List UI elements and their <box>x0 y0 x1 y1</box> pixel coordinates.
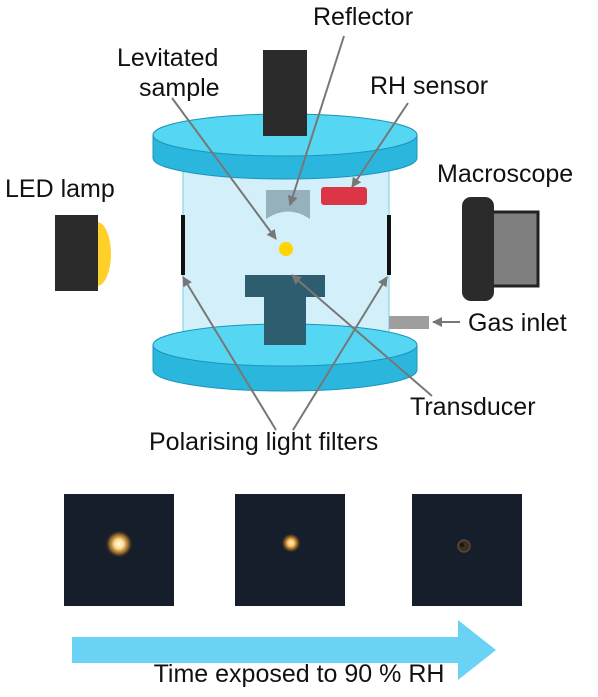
transducer-label: Transducer <box>410 393 536 421</box>
reflector-holder <box>263 50 307 136</box>
sample-photo-2 <box>235 494 345 606</box>
sample-photo-1 <box>64 494 174 606</box>
macroscope-label: Macroscope <box>437 160 574 188</box>
macroscope <box>462 197 540 301</box>
callout-levitated-sample <box>171 97 277 240</box>
sample-photo-3 <box>412 494 522 606</box>
reflector-label: Reflector <box>313 3 414 31</box>
levitated-sample <box>279 242 293 256</box>
droplet-dimmer <box>281 533 301 553</box>
callout-rh-sensor <box>351 102 409 188</box>
callout-lines <box>171 35 460 431</box>
gas-inlet-label: Gas inlet <box>468 309 567 337</box>
setup-schematic <box>55 35 540 431</box>
time-arrow <box>72 620 496 680</box>
levitated-sample-label-line2: sample <box>139 74 220 102</box>
rh-sensor-label: RH sensor <box>370 72 489 100</box>
callout-transducer <box>291 274 433 397</box>
polarising-filter-right <box>387 215 391 275</box>
gas-inlet-pipe <box>389 316 429 329</box>
droplet-bright <box>105 530 133 558</box>
rh-sensor <box>321 187 367 205</box>
led-lamp <box>55 215 111 291</box>
polarising-filter-left <box>181 215 185 275</box>
callout-filter-right <box>292 276 388 431</box>
transducer <box>245 275 325 345</box>
polarising-filters-label: Polarising light filters <box>149 428 379 456</box>
led-lamp-label: LED lamp <box>5 175 115 203</box>
time-arrow-caption: Time exposed to 90 % RH <box>153 660 445 688</box>
levitated-sample-label-line1: Levitated <box>117 44 219 72</box>
callout-filter-left <box>182 276 277 431</box>
droplet-dark <box>457 539 471 553</box>
callout-reflector <box>287 35 345 206</box>
